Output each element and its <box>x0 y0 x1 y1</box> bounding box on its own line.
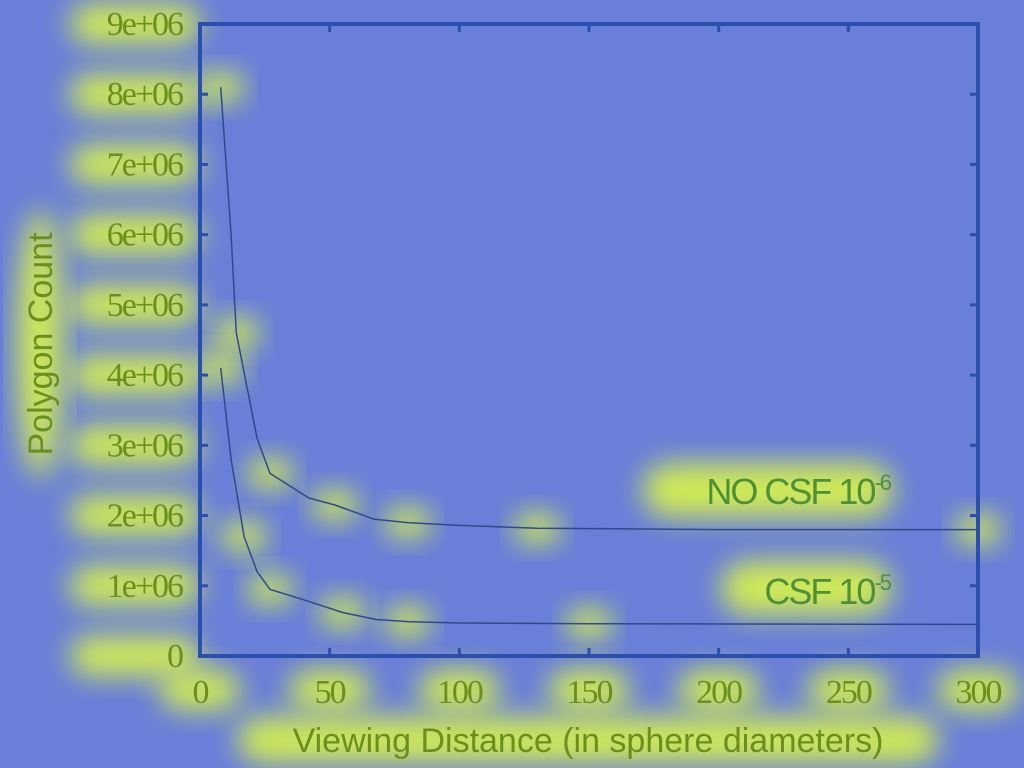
x-tick-label: 300 <box>956 674 1002 711</box>
y-tick-label: 6e+06 <box>107 217 183 254</box>
series-label-no-csf-base: NO CSF 10 <box>706 471 875 512</box>
y-tick-label: 0 <box>167 638 183 675</box>
x-tick-glow <box>419 670 500 710</box>
x-tick-glow <box>938 670 1018 710</box>
x-axis-title-glow <box>238 717 938 763</box>
series-label-csf-glow <box>721 561 891 615</box>
series-label-no-csf-exp: -6 <box>874 470 891 495</box>
series-glow <box>197 353 244 384</box>
series-label-no-csf: NO CSF 10-6 <box>706 470 891 512</box>
x-tick-glow <box>678 670 759 710</box>
y-tick-label: 7e+06 <box>107 146 183 183</box>
y-axis-title: Polygon Count <box>22 232 60 456</box>
series-label-no-csf-glow <box>643 463 893 517</box>
y-tick-glow <box>70 355 200 396</box>
x-tick-glow <box>289 670 370 710</box>
x-tick-label: 200 <box>696 674 742 711</box>
y-tick-label: 4e+06 <box>107 357 183 394</box>
y-tick-glow <box>70 284 200 325</box>
y-tick-glow <box>70 144 200 185</box>
x-tick-glow <box>549 670 629 710</box>
y-tick-label: 3e+06 <box>107 427 183 464</box>
series-label-csf: CSF 10-5 <box>764 570 891 612</box>
series-layer <box>219 87 979 626</box>
y-tick-glow <box>70 636 200 676</box>
y-tick-label: 2e+06 <box>107 498 183 535</box>
y-tick-glow <box>70 565 200 606</box>
tick-marks <box>198 22 980 658</box>
y-tick-glow <box>70 495 200 536</box>
y-tick-glow <box>70 425 200 466</box>
x-tick-glow <box>160 670 240 710</box>
y-tick-label: 5e+06 <box>107 287 183 324</box>
y-axis-title-glow <box>17 209 63 479</box>
glow-layer <box>17 4 1018 763</box>
tick-labels: 0 1e+06 2e+06 3e+06 4e+06 5e+06 6e+06 7e+06 8e+0… <box>107 6 1004 711</box>
y-tick-label: 1e+06 <box>107 568 183 605</box>
x-tick-label: 100 <box>437 674 483 711</box>
x-tick-label: 0 <box>193 674 209 711</box>
x-tick-label: 50 <box>315 674 346 711</box>
series-line-0 <box>219 87 978 531</box>
y-tick-glow <box>70 214 200 255</box>
series-label-csf-exp: -5 <box>874 570 891 595</box>
x-tick-label: 150 <box>567 674 613 711</box>
series-line-1 <box>219 368 979 626</box>
y-tick-glow <box>70 4 200 44</box>
x-tick-label: 250 <box>826 674 872 711</box>
x-axis-title: Viewing Distance (in sphere diameters) <box>293 722 884 760</box>
series-label-csf-base: CSF 10 <box>764 571 875 612</box>
y-tick-glow <box>70 74 200 115</box>
y-tick-label: 9e+06 <box>107 6 183 43</box>
x-tick-glow <box>808 670 889 710</box>
y-tick-label: 8e+06 <box>107 76 183 113</box>
